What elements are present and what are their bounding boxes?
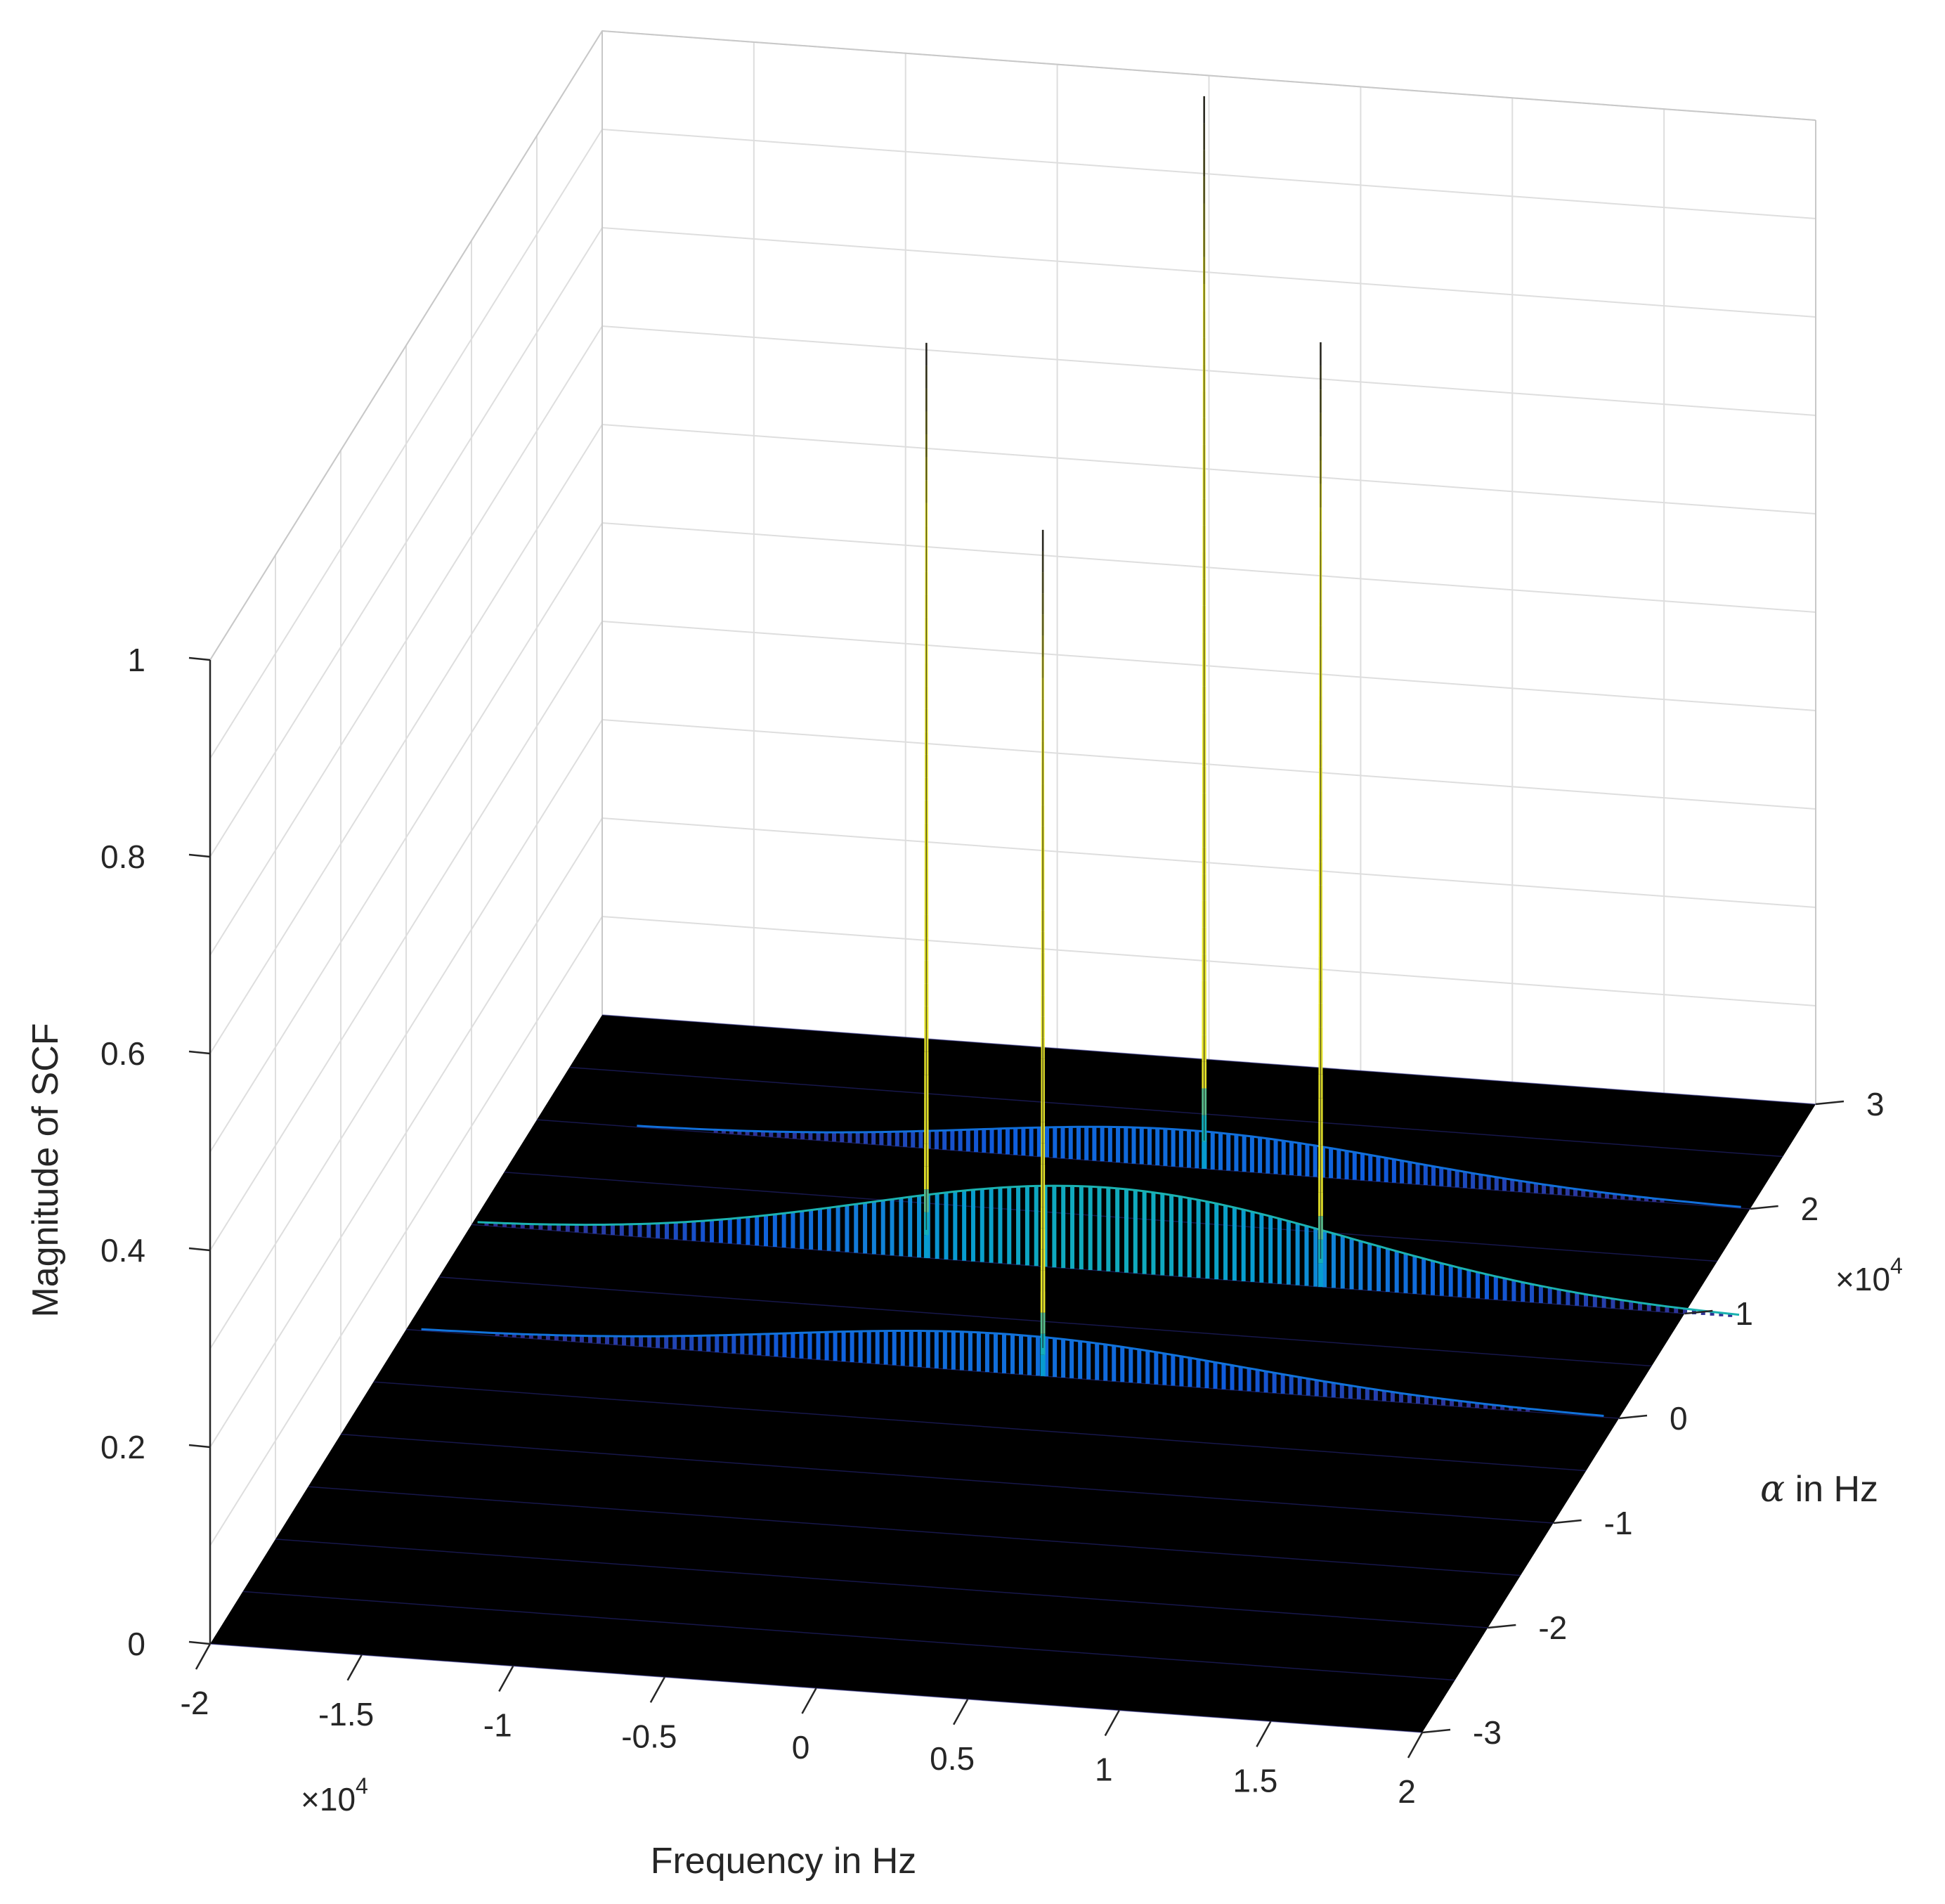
x-tick: [498, 1665, 514, 1692]
y-axis-label-text: in Hz: [1785, 1469, 1878, 1510]
x-tick-label: -1: [483, 1707, 512, 1744]
hump: [421, 1328, 1604, 1417]
z-tick: [188, 1444, 211, 1449]
z-tick-labels: 0 0.2 0.4 0.6 0.8 1: [100, 642, 145, 1662]
z-tick-label: 0.8: [100, 838, 145, 875]
x-tick: [649, 1676, 665, 1703]
y-tick: [1488, 1624, 1516, 1629]
y-tick-label: 1: [1735, 1295, 1753, 1332]
x-tick-label: -0.5: [621, 1718, 677, 1754]
y-tick-label: 2: [1801, 1191, 1819, 1227]
surface-ridge: [601, 1014, 1816, 1105]
surface-ridge: [308, 1486, 1521, 1576]
x-tick-label: 0: [792, 1729, 810, 1766]
z-tick: [188, 1247, 211, 1252]
hump-ridge: [421, 1328, 1604, 1417]
y-axis-label-symbol: α: [1760, 1468, 1785, 1510]
x-axis-label: Frequency in Hz: [651, 1841, 917, 1882]
x-tick: [346, 1654, 363, 1681]
x-tick: [953, 1699, 969, 1725]
y-tick-label: 0: [1670, 1400, 1688, 1437]
x-tick: [801, 1688, 817, 1714]
y-tick: [1750, 1205, 1778, 1210]
hump-ridge: [637, 1125, 1741, 1208]
y-tick: [1422, 1728, 1451, 1734]
hump: [637, 1125, 1741, 1208]
surface-ridge: [438, 1276, 1652, 1367]
y-tick-label: -2: [1538, 1610, 1567, 1646]
y-tick-label: -3: [1473, 1714, 1502, 1751]
z-tick-label: 0.4: [100, 1232, 145, 1269]
surface-ridge: [242, 1591, 1455, 1681]
x-tick: [195, 1643, 212, 1670]
x-tick-label: 2: [1398, 1773, 1416, 1810]
surface-spikes: [923, 96, 1323, 1376]
y-tick: [1618, 1414, 1648, 1420]
x-tick-label: -1.5: [318, 1696, 374, 1733]
x-tick-label: -2: [181, 1685, 209, 1721]
surface-ridge: [504, 1172, 1718, 1262]
y-tick: [1553, 1519, 1582, 1524]
y-tick: [1684, 1309, 1713, 1315]
z-tick-label: 0: [127, 1626, 145, 1662]
y-tick: [1815, 1100, 1845, 1106]
surface-ridge: [373, 1381, 1587, 1472]
x-tick-label: 0.5: [930, 1740, 975, 1777]
z-tick-label: 0.6: [100, 1035, 145, 1072]
y-multiplier-label: ×104: [1835, 1253, 1903, 1297]
z-tick-label: 0.2: [100, 1429, 145, 1465]
surface-ridge: [569, 1066, 1783, 1158]
z-tick: [188, 1050, 211, 1055]
hump: [477, 1184, 1740, 1317]
surface-ridge: [340, 1433, 1554, 1524]
y-tick-labels: -3 -2 -1 0 1 2 3: [1473, 1086, 1885, 1751]
hump-ridge: [477, 1184, 1740, 1316]
x-multiplier-label: ×104: [301, 1773, 368, 1818]
wall-top-edge: [209, 30, 1816, 661]
z-tick: [188, 656, 211, 661]
z-tick: [188, 1640, 211, 1645]
axes: [188, 656, 1845, 1759]
surface-ridge: [275, 1539, 1488, 1628]
z-axis-label: Magnitude of SCF: [25, 1023, 66, 1317]
x-tick: [1104, 1709, 1120, 1737]
x-tick: [1407, 1732, 1424, 1759]
y-tick-label: -1: [1604, 1505, 1633, 1541]
y-axis-label: α in Hz: [1760, 1468, 1878, 1510]
x-tick-labels: -2 -1.5 -1 -0.5 0 0.5 1 1.5 2: [181, 1685, 1416, 1810]
surface-humps: [421, 1125, 1741, 1417]
x-tick-label: 1.5: [1232, 1762, 1277, 1799]
grid-walls: [209, 30, 1816, 1644]
z-tick: [188, 853, 211, 858]
x-tick-label: 1: [1095, 1751, 1113, 1788]
x-tick: [1256, 1721, 1272, 1747]
y-tick-label: 3: [1866, 1086, 1885, 1122]
surface-ridge: [471, 1224, 1685, 1314]
z-tick-label: 1: [127, 642, 145, 678]
